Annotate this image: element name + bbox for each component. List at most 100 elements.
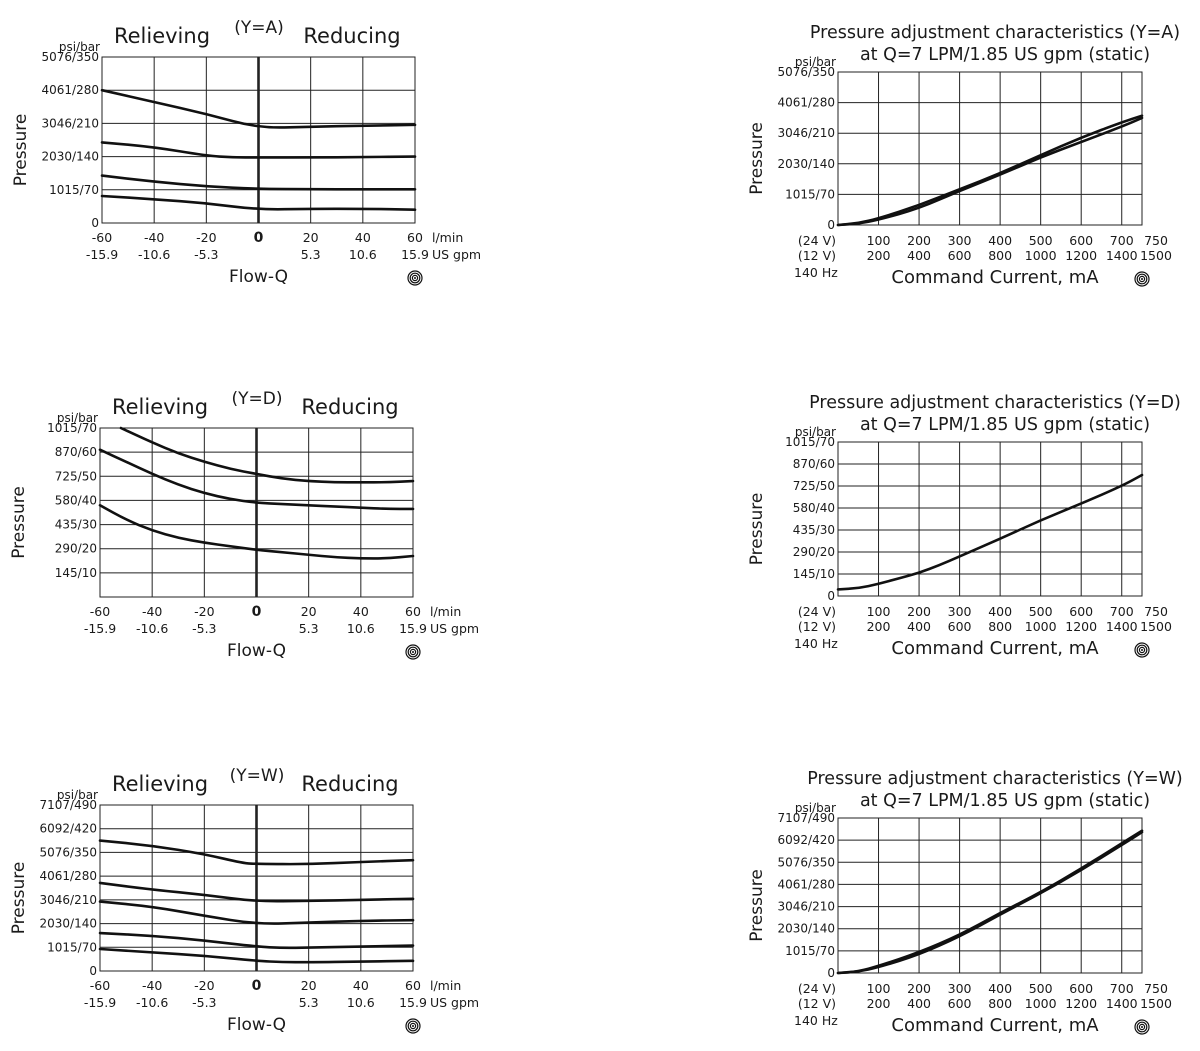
y-tick-label: 290/20: [793, 545, 835, 559]
x-tick-label-lpm: 60: [405, 978, 421, 993]
x-tick-label-lpm: 20: [301, 978, 317, 993]
x-tick-label-12v: 600: [948, 248, 972, 263]
x-tick-label-24v: 500: [1029, 233, 1053, 248]
y-tick-label: 0: [827, 966, 835, 980]
x-tick-label-gpm: 15.9: [399, 621, 427, 636]
x-tick-label-lpm: 40: [353, 978, 369, 993]
x-tick-label-24v: 200: [907, 981, 931, 996]
x-tick-label-gpm: 15.9: [399, 995, 427, 1010]
x-tick-label-lpm: -60: [90, 978, 110, 993]
x-unit-lpm: l/min: [430, 978, 461, 993]
x-tick-label-12v: 200: [867, 248, 891, 263]
y-axis-label: Pressure: [747, 493, 767, 566]
x-tick-label-24v: 300: [948, 981, 972, 996]
x-unit-gpm: US gpm: [430, 995, 479, 1010]
grid: [837, 441, 1143, 597]
x-tick-label-24v: 600: [1069, 233, 1093, 248]
x-tick-label-24v: 600: [1069, 981, 1093, 996]
y-tick-label: 1015/70: [785, 435, 835, 449]
x-tick-label-gpm: -15.9: [84, 995, 116, 1010]
x-tick-label-gpm: -5.3: [192, 621, 216, 636]
chart-4: 0 145/10 290/20 435/30 580/40 725/50 870/60 101…: [747, 393, 1181, 659]
chart-3: 145/10 290/20 435/30 580/40 725/50 870/60 1015…: [9, 389, 479, 661]
x-tick-label-24v: 500: [1029, 981, 1053, 996]
grid: [837, 817, 1143, 974]
x-tick-label-12v: 1400: [1106, 996, 1138, 1011]
y-tick-label: 435/30: [55, 518, 97, 532]
chart-title: Pressure adjustment characteristics (Y=W…: [807, 769, 1183, 789]
x-tick-label-gpm: -15.9: [86, 247, 118, 262]
x-tick-label-12v: 200: [867, 619, 891, 634]
y-tick-label: 2030/140: [778, 922, 836, 936]
series-line-5: [98, 947, 415, 964]
x-tick-label-24v: 100: [867, 604, 891, 619]
target-icon: [1134, 642, 1150, 658]
y-tick-label: 580/40: [793, 501, 835, 515]
y-tick-label: 0: [827, 218, 835, 232]
y-axis-label: Pressure: [747, 122, 767, 195]
relieving-label: Relieving: [112, 395, 208, 419]
y-axis-label: Pressure: [9, 486, 29, 559]
y-tick-label: 4061/280: [42, 83, 100, 97]
voltage-24v-label: (24 V): [798, 233, 836, 248]
x-tick-label-lpm: 0: [254, 230, 264, 246]
x-tick-label-24v: 750: [1144, 604, 1168, 619]
y-tick-label: 1015/70: [785, 187, 835, 201]
y-tick-label: 5076/350: [778, 855, 836, 869]
series-line-4: [98, 931, 415, 950]
x-tick-label-12v: 800: [988, 248, 1012, 263]
x-tick-label-12v: 1400: [1106, 248, 1138, 263]
target-icon: [405, 644, 421, 660]
y-axis-label: Pressure: [11, 114, 31, 187]
grid: [99, 804, 414, 972]
x-tick-label-gpm: -10.6: [136, 621, 168, 636]
series-line-1: [98, 839, 415, 866]
y-tick-label: 725/50: [55, 469, 97, 483]
x-axis-label: Command Current, mA: [891, 638, 1099, 659]
series-line-1: [119, 426, 415, 484]
x-tick-label-lpm: -60: [90, 604, 110, 619]
y-tick-label: 725/50: [793, 479, 835, 493]
voltage-12v-label: (12 V): [798, 996, 836, 1011]
x-tick-label-24v: 300: [948, 233, 972, 248]
x-tick-label-24v: 400: [988, 981, 1012, 996]
y-tick-label: 4061/280: [778, 96, 836, 110]
x-tick-label-gpm: -10.6: [136, 995, 168, 1010]
x-tick-label-12v: 400: [907, 619, 931, 634]
plot-frame: [837, 817, 1143, 974]
reducing-label: Reducing: [303, 24, 400, 48]
x-tick-label-24v: 300: [948, 604, 972, 619]
y-tick-label: 7107/490: [778, 811, 836, 825]
y-tick-label: 6092/420: [40, 822, 98, 836]
x-tick-label-gpm: 5.3: [299, 995, 319, 1010]
series-line-2: [836, 830, 1144, 975]
units-label: psi/bar: [57, 788, 98, 802]
units-label: psi/bar: [795, 55, 836, 69]
x-tick-label-12v: 1200: [1065, 248, 1097, 263]
chart-subtitle: at Q=7 LPM/1.85 US gpm (static): [860, 791, 1150, 811]
series-group: [100, 88, 417, 211]
x-tick-label-24v: 200: [907, 233, 931, 248]
x-tick-label-12v: 1200: [1065, 619, 1097, 634]
x-tick-label-12v: 1500: [1140, 248, 1172, 263]
x-tick-label-24v: 100: [867, 981, 891, 996]
y-tick-label: 3046/210: [42, 116, 100, 130]
reducing-label: Reducing: [301, 772, 398, 796]
y-tick-label: 580/40: [55, 493, 97, 507]
x-tick-label-12v: 400: [907, 996, 931, 1011]
y-tick-label: 0: [827, 589, 835, 603]
series-line-3: [98, 900, 415, 925]
chart-title: Pressure adjustment characteristics (Y=A…: [810, 23, 1180, 43]
y-tick-label: 435/30: [793, 523, 835, 537]
y-tick-label: 2030/140: [42, 150, 100, 164]
x-tick-label-12v: 1200: [1065, 996, 1097, 1011]
series-line-1: [836, 829, 1144, 975]
target-icon: [407, 270, 423, 286]
y-tick-label: 2030/140: [40, 917, 98, 931]
x-tick-label-24v: 750: [1144, 233, 1168, 248]
y-tick-label: 1015/70: [785, 944, 835, 958]
x-unit-gpm: US gpm: [432, 247, 481, 262]
series-line-2: [100, 141, 417, 159]
x-tick-label-gpm: 15.9: [401, 247, 429, 262]
series-group: [836, 473, 1144, 591]
